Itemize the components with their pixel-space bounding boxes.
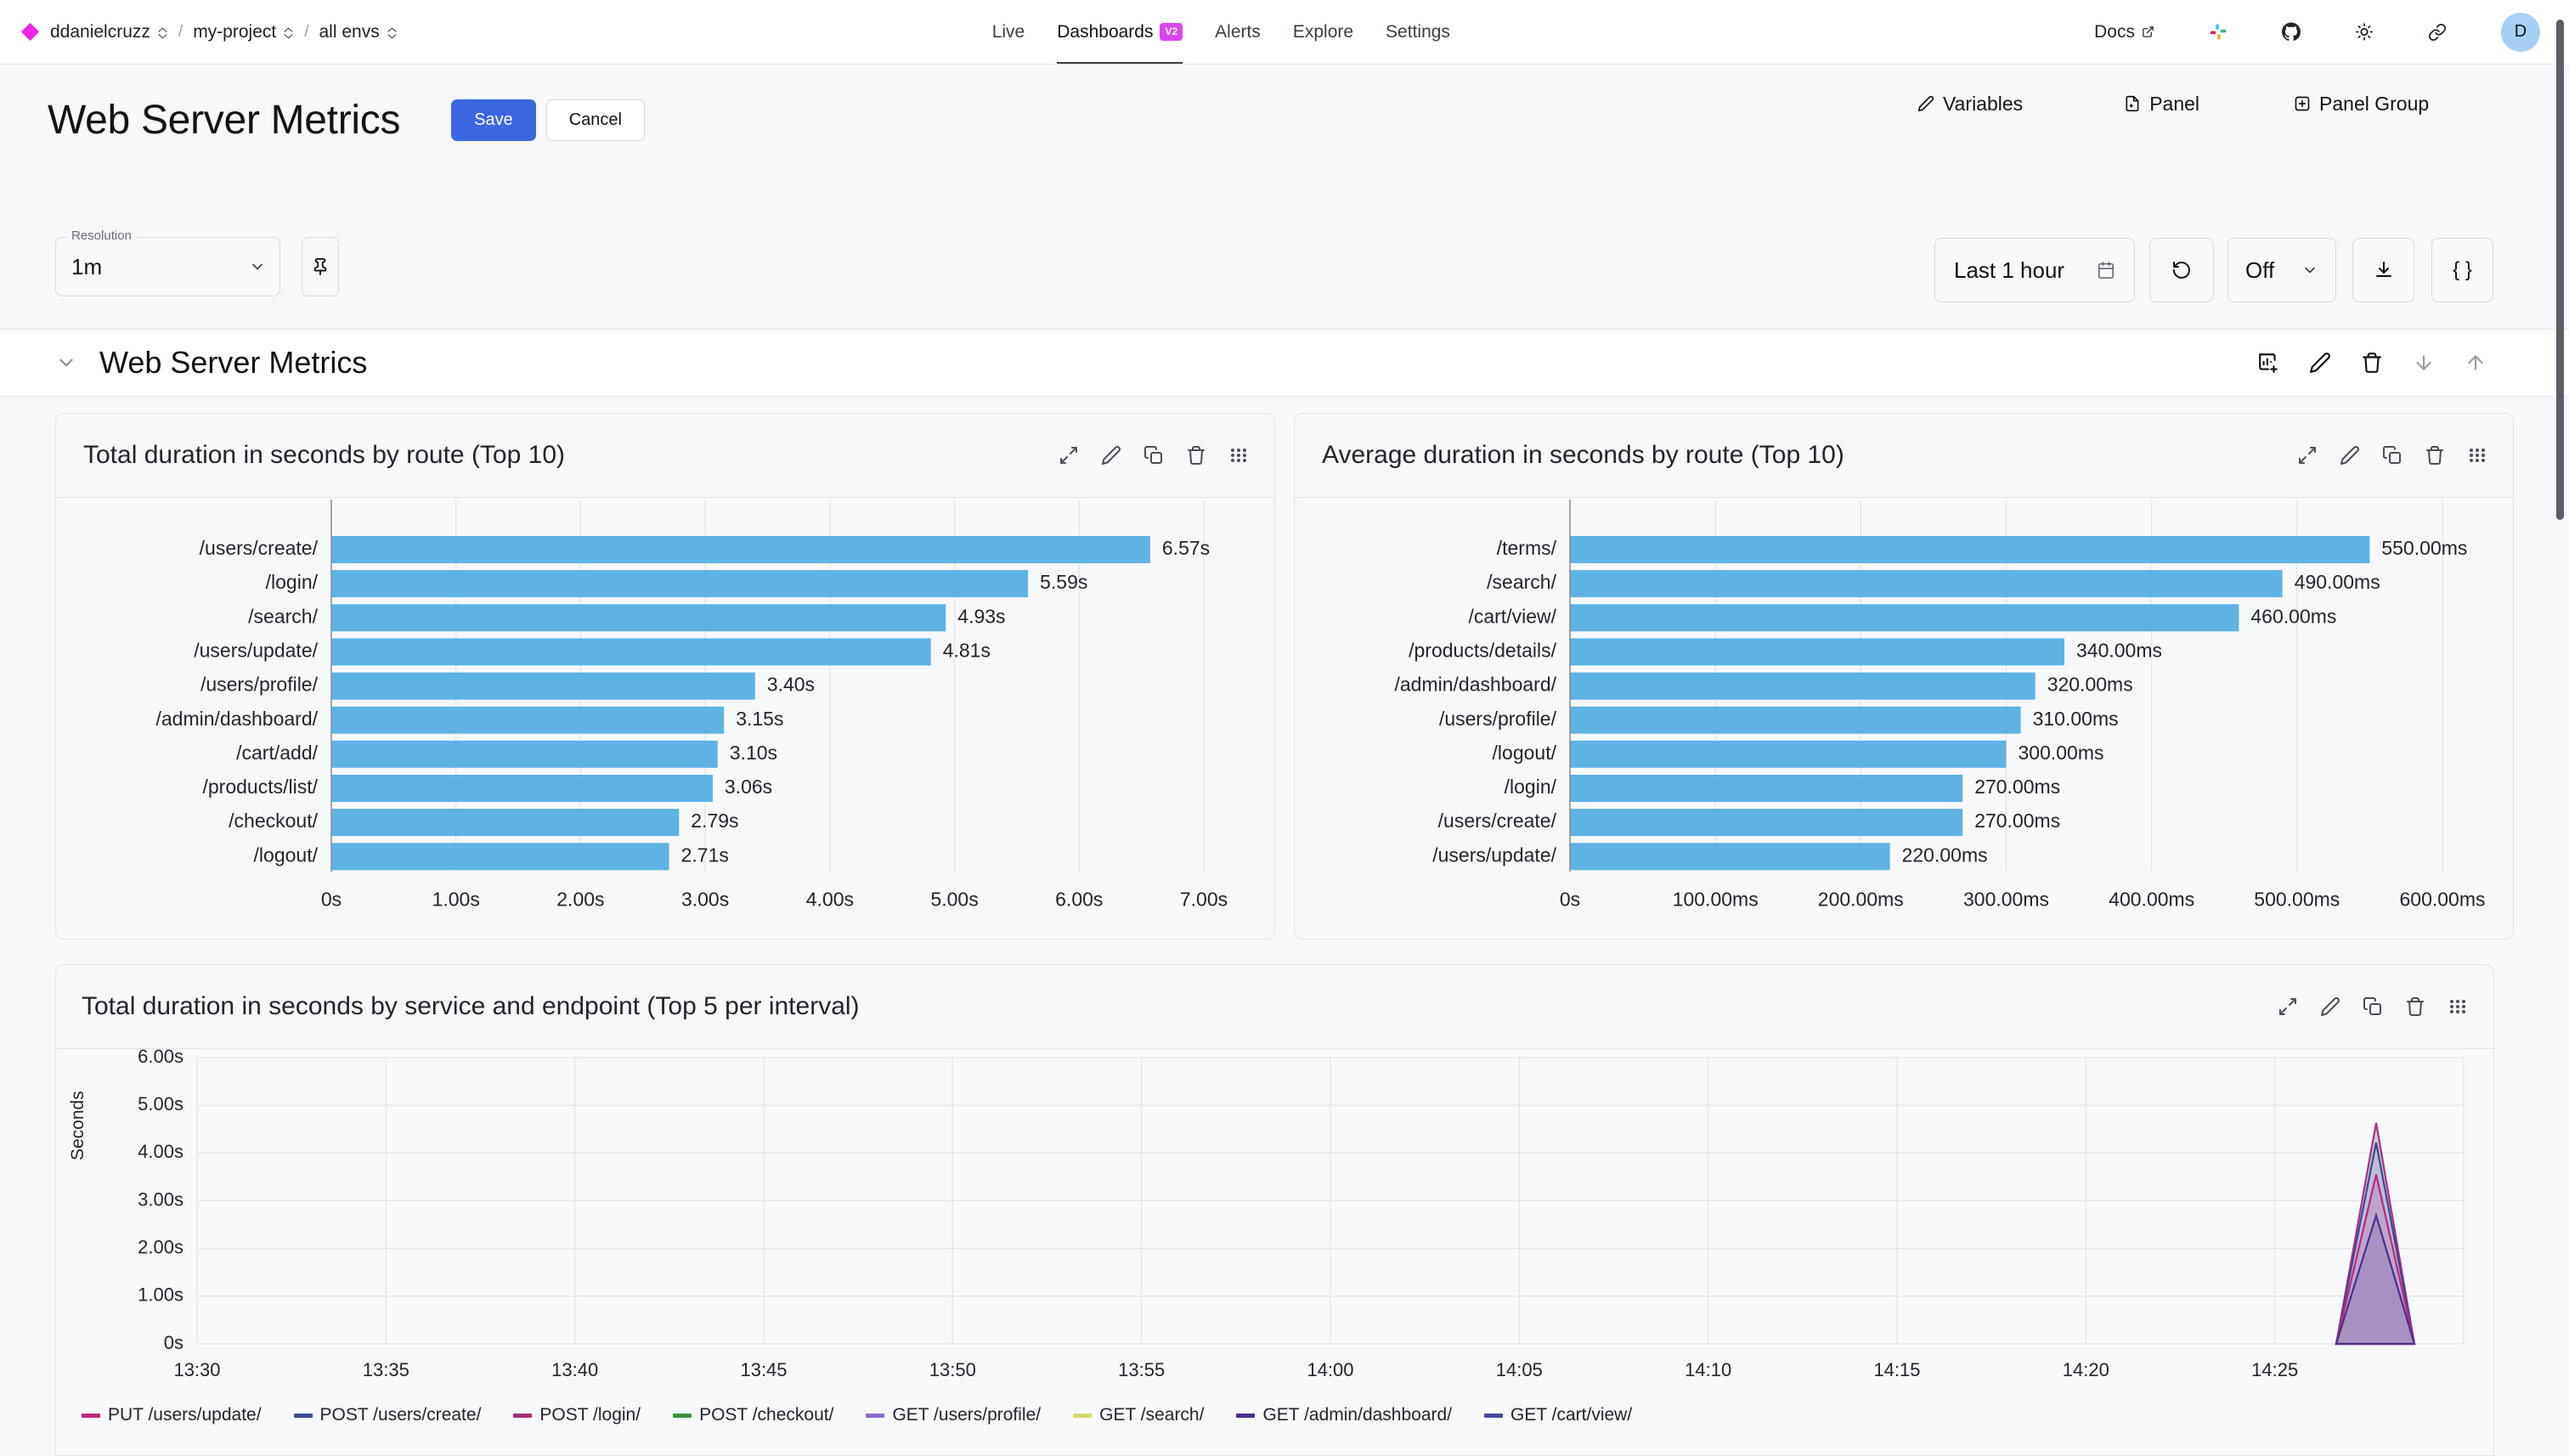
svg-text:/terms/: /terms/	[1497, 537, 1557, 559]
svg-text:490.00ms: 490.00ms	[2295, 571, 2380, 593]
svg-text:/login/: /login/	[1505, 776, 1557, 798]
svg-text:5.59s: 5.59s	[1040, 571, 1087, 593]
svg-text:0s: 0s	[164, 1332, 184, 1353]
svg-text:1.00s: 1.00s	[432, 888, 480, 910]
svg-text:3.10s: 3.10s	[730, 742, 777, 764]
svg-text:500.00ms: 500.00ms	[2254, 888, 2340, 910]
svg-text:/logout/: /logout/	[1493, 742, 1557, 764]
svg-text:/admin/dashboard/: /admin/dashboard/	[1394, 674, 1556, 696]
svg-text:7.00s: 7.00s	[1180, 888, 1228, 910]
svg-text:550.00ms: 550.00ms	[2381, 537, 2467, 559]
svg-text:14:15: 14:15	[1873, 1359, 1920, 1378]
svg-text:3.00s: 3.00s	[138, 1188, 184, 1210]
svg-text:13:35: 13:35	[363, 1359, 409, 1378]
svg-text:600.00ms: 600.00ms	[2399, 888, 2485, 910]
svg-text:220.00ms: 220.00ms	[1902, 844, 1988, 866]
svg-text:/admin/dashboard/: /admin/dashboard/	[155, 708, 318, 730]
svg-text:5.00s: 5.00s	[930, 888, 978, 910]
svg-text:14:05: 14:05	[1496, 1359, 1543, 1378]
svg-text:/users/create/: /users/create/	[1438, 810, 1557, 832]
svg-text:460.00ms: 460.00ms	[2250, 605, 2336, 627]
svg-text:/users/profile/: /users/profile/	[200, 674, 319, 696]
svg-text:4.00s: 4.00s	[806, 888, 854, 910]
svg-text:4.81s: 4.81s	[943, 639, 991, 661]
svg-text:100.00ms: 100.00ms	[1673, 888, 1759, 910]
svg-text:320.00ms: 320.00ms	[2047, 674, 2133, 696]
svg-text:4.93s: 4.93s	[957, 605, 1005, 627]
svg-text:/users/profile/: /users/profile/	[1439, 708, 1557, 730]
svg-text:/search/: /search/	[1487, 571, 1556, 593]
svg-text:270.00ms: 270.00ms	[1974, 776, 2060, 798]
svg-text:/checkout/: /checkout/	[229, 810, 318, 832]
svg-text:1.00s: 1.00s	[138, 1284, 184, 1306]
svg-text:3.06s: 3.06s	[725, 776, 772, 798]
svg-text:/products/list/: /products/list/	[203, 776, 319, 798]
svg-text:270.00ms: 270.00ms	[1974, 810, 2060, 832]
svg-text:2.00s: 2.00s	[138, 1237, 184, 1258]
svg-text:300.00ms: 300.00ms	[2019, 742, 2104, 764]
svg-text:/cart/add/: /cart/add/	[236, 742, 318, 764]
svg-text:14:25: 14:25	[2251, 1359, 2298, 1378]
svg-text:6.00s: 6.00s	[138, 1049, 184, 1067]
svg-text:0s: 0s	[1560, 888, 1580, 910]
svg-text:200.00ms: 200.00ms	[1818, 888, 1904, 910]
svg-text:14:10: 14:10	[1685, 1359, 1731, 1378]
svg-text:/users/create/: /users/create/	[200, 537, 319, 559]
svg-text:2.79s: 2.79s	[691, 810, 738, 832]
svg-text:13:55: 13:55	[1118, 1359, 1165, 1378]
svg-text:300.00ms: 300.00ms	[1963, 888, 2049, 910]
svg-text:/users/update/: /users/update/	[1432, 844, 1556, 866]
svg-text:/products/details/: /products/details/	[1409, 639, 1556, 661]
svg-text:2.00s: 2.00s	[556, 888, 604, 910]
svg-text:13:50: 13:50	[929, 1359, 976, 1378]
svg-text:3.40s: 3.40s	[767, 674, 815, 696]
svg-text:0s: 0s	[321, 888, 342, 910]
svg-text:14:00: 14:00	[1307, 1359, 1353, 1378]
svg-text:3.15s: 3.15s	[736, 708, 783, 730]
svg-text:13:30: 13:30	[173, 1359, 220, 1378]
svg-text:3.00s: 3.00s	[681, 888, 729, 910]
svg-text:5.00s: 5.00s	[138, 1093, 184, 1115]
svg-text:6.57s: 6.57s	[1162, 537, 1210, 559]
svg-text:4.00s: 4.00s	[138, 1141, 184, 1162]
svg-text:13:40: 13:40	[551, 1359, 598, 1378]
svg-text:/search/: /search/	[248, 605, 318, 627]
svg-text:13:45: 13:45	[740, 1359, 787, 1378]
svg-text:/logout/: /logout/	[254, 844, 319, 866]
svg-text:310.00ms: 310.00ms	[2033, 708, 2119, 730]
svg-text:/users/update/: /users/update/	[194, 639, 318, 661]
svg-text:/login/: /login/	[266, 571, 319, 593]
svg-text:14:20: 14:20	[2063, 1359, 2109, 1378]
svg-text:2.71s: 2.71s	[681, 844, 729, 866]
svg-text:400.00ms: 400.00ms	[2109, 888, 2194, 910]
svg-text:6.00s: 6.00s	[1055, 888, 1103, 910]
svg-text:/cart/view/: /cart/view/	[1468, 605, 1556, 627]
svg-text:340.00ms: 340.00ms	[2076, 639, 2162, 661]
